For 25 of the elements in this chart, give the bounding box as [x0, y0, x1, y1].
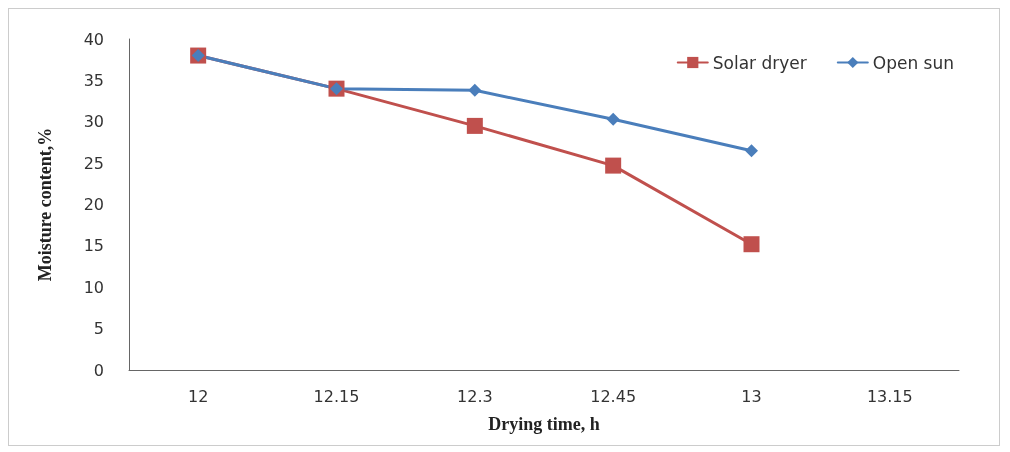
y-tick-label: 20 — [83, 195, 104, 214]
x-tick-label: 12.15 — [313, 386, 360, 406]
point — [468, 83, 482, 97]
y-tick-label: 35 — [83, 70, 104, 90]
y-tick-label: 5 — [93, 319, 104, 339]
x-axis-title: Drying time, h — [488, 414, 600, 434]
x-tick-label: 13 — [741, 386, 762, 406]
x-tick-label: 13.15 — [866, 386, 913, 406]
legend-label: Open sun — [872, 52, 954, 73]
y-tick-label: 0 — [93, 360, 104, 380]
y-tick-label: 40 — [83, 29, 104, 49]
point — [606, 112, 620, 126]
point — [743, 236, 760, 253]
y-tick-label: 10 — [83, 277, 104, 297]
point — [745, 144, 758, 158]
point — [605, 157, 622, 174]
x-tick-label: 12.45 — [590, 386, 637, 406]
x-tick-label: 12 — [187, 386, 209, 406]
legend-label: Solar dryer — [712, 52, 807, 73]
y-tick-label: 15 — [83, 236, 104, 256]
y-axis-title: Moisture content,% — [35, 127, 55, 282]
point — [466, 117, 483, 134]
y-tick-label: 30 — [83, 112, 104, 132]
x-tick-label: 12.3 — [457, 386, 493, 406]
y-tick-label: 25 — [83, 153, 104, 173]
